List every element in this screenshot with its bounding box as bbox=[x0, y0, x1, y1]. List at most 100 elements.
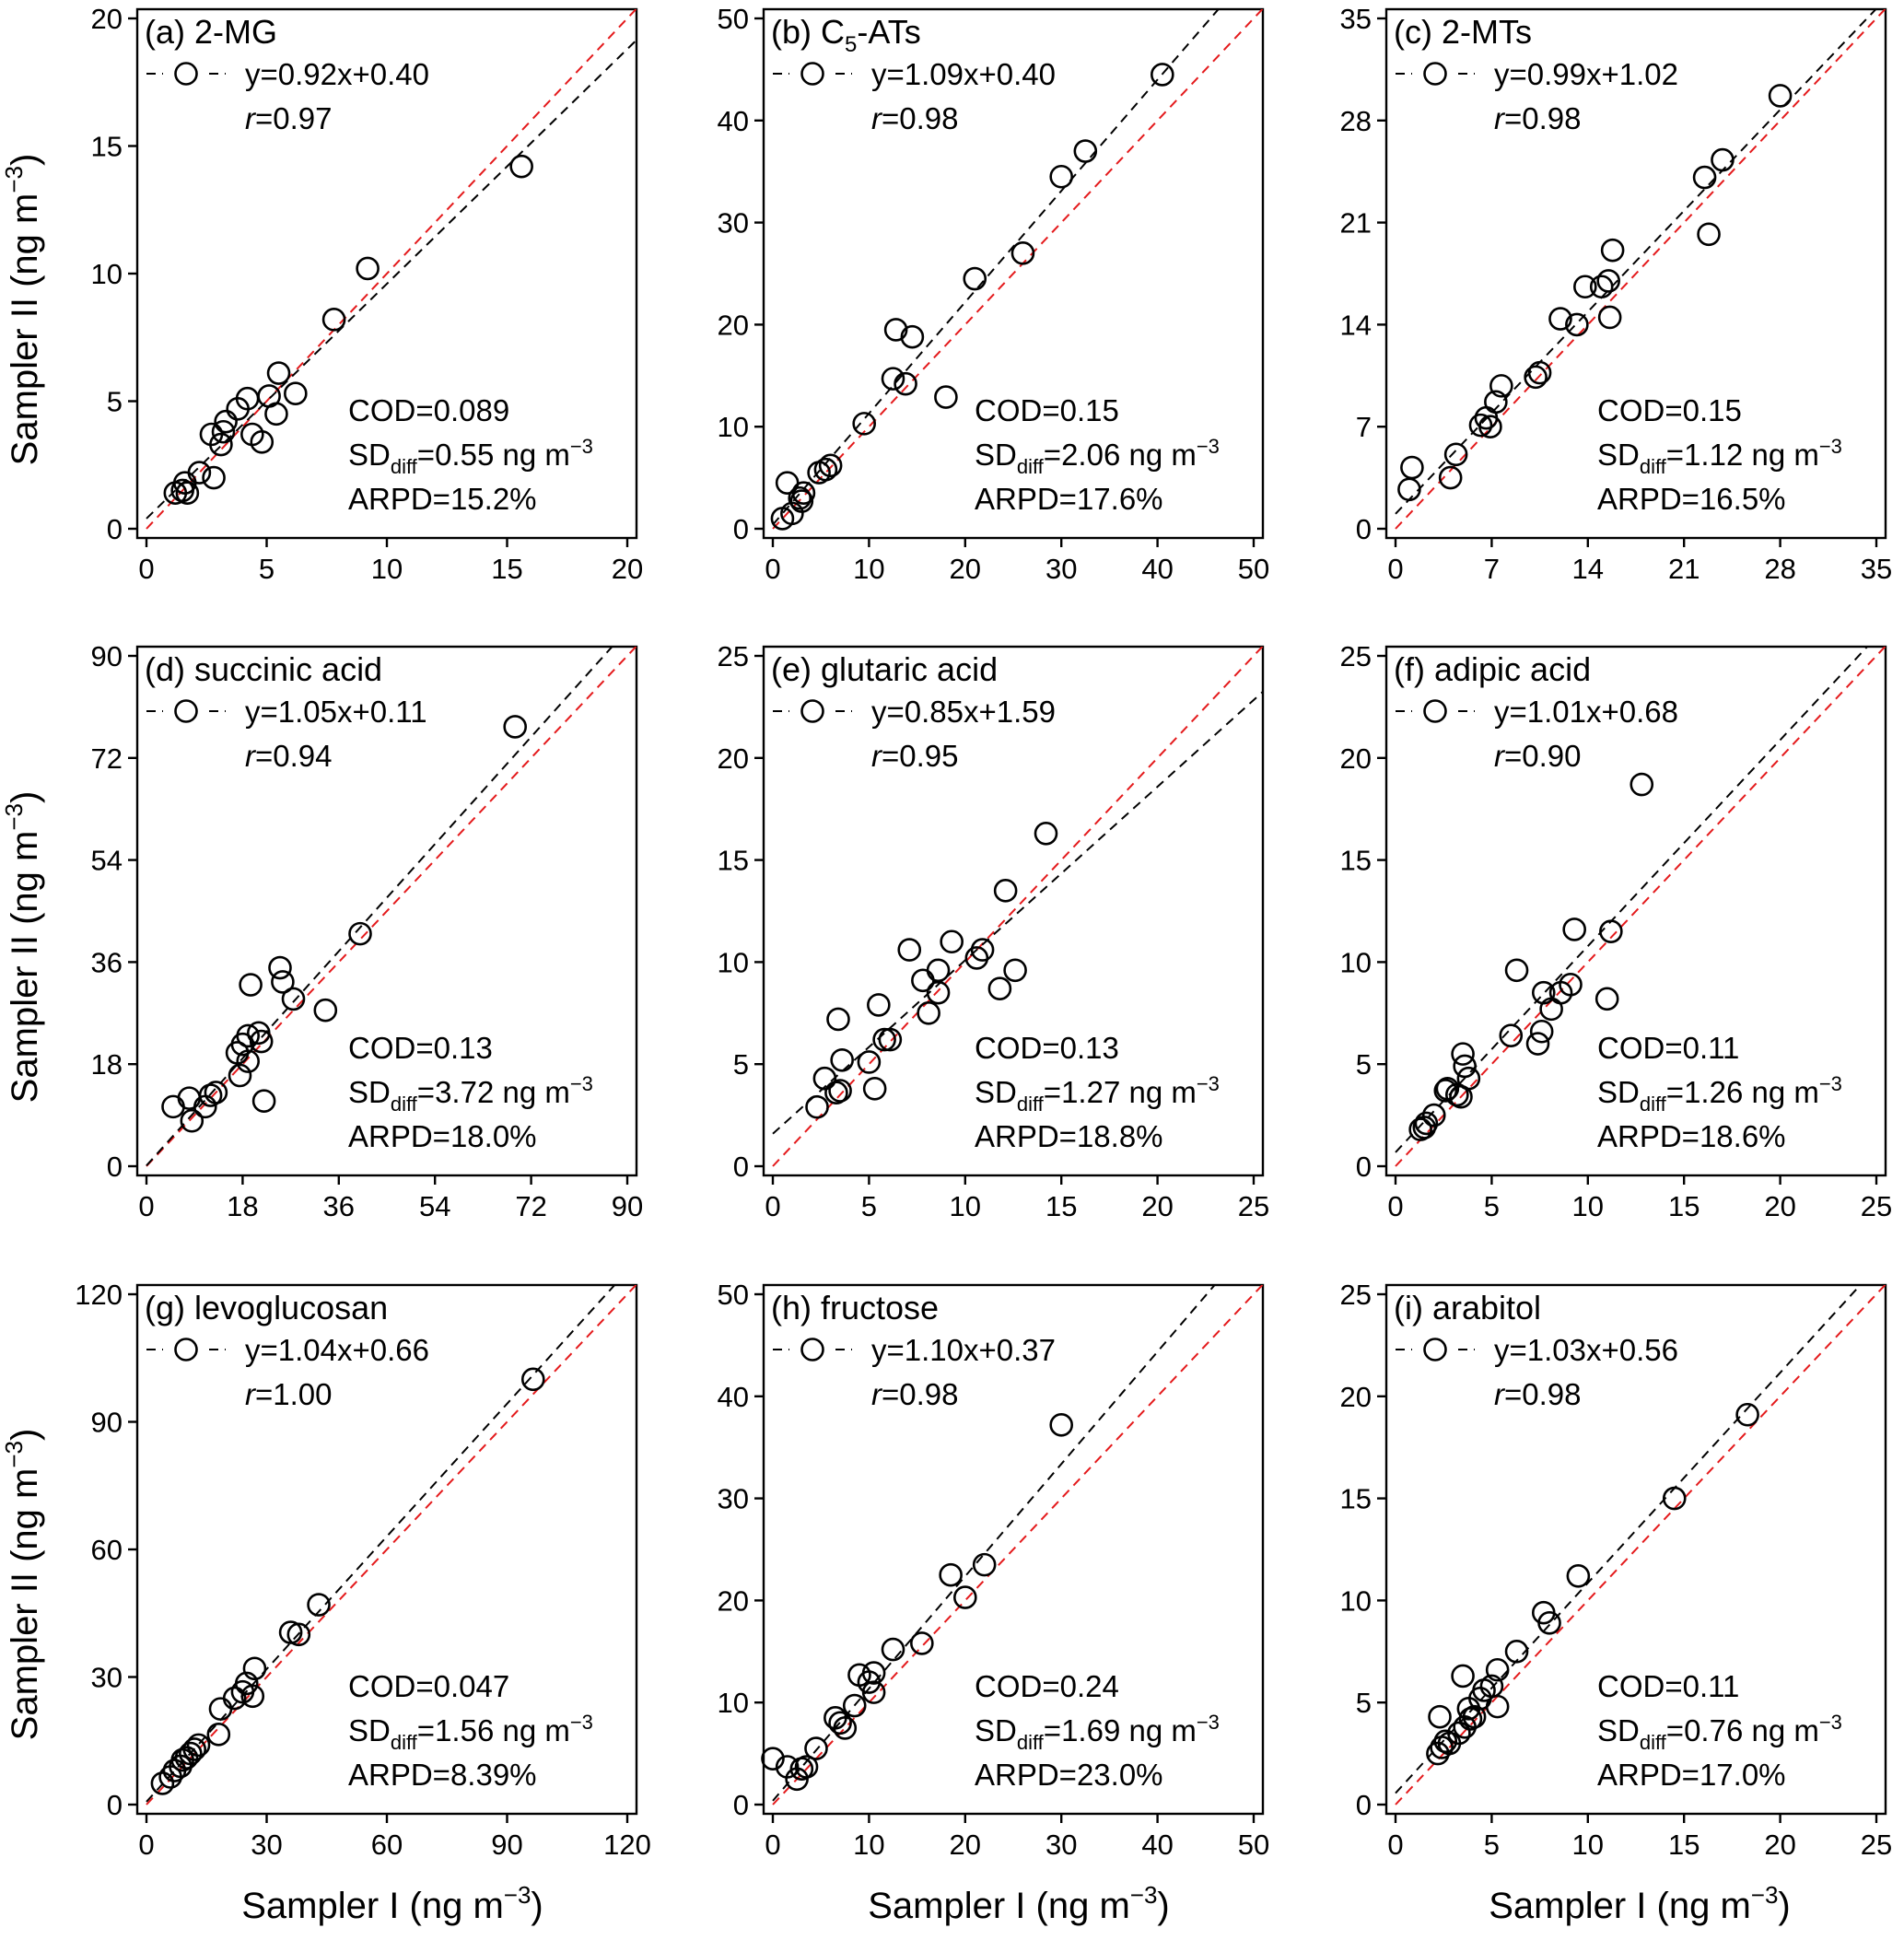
lines-group bbox=[1395, 1285, 1886, 1806]
x-axis-label-left: Sampler I (ng m−3) bbox=[241, 1881, 543, 1926]
sd-unit-superscript: −3 bbox=[570, 1711, 593, 1734]
y-tick-label: 0 bbox=[1356, 1789, 1372, 1821]
sd-unit-superscript: −3 bbox=[1819, 1072, 1842, 1095]
points-group bbox=[1426, 1402, 1759, 1766]
r-symbol: r bbox=[871, 1377, 883, 1411]
r-symbol: r bbox=[245, 101, 257, 135]
legend-marker bbox=[800, 62, 824, 86]
data-point bbox=[1438, 465, 1463, 490]
data-point bbox=[1573, 275, 1597, 299]
x-tick-label: 25 bbox=[1238, 1190, 1269, 1222]
y-tick-label: 25 bbox=[718, 640, 749, 672]
x-tick-label: 30 bbox=[1045, 553, 1077, 585]
data-point bbox=[828, 1079, 852, 1103]
legend-marker bbox=[800, 699, 824, 723]
sd-subscript: diff bbox=[1017, 455, 1045, 478]
data-point bbox=[826, 1007, 850, 1032]
y-tick-label: 90 bbox=[91, 640, 123, 672]
data-point bbox=[209, 432, 233, 457]
legend-marker bbox=[800, 1338, 824, 1362]
sd-unit-superscript: −3 bbox=[1197, 1711, 1220, 1734]
r-symbol: r bbox=[1494, 101, 1506, 135]
sd-value: =1.26 ng m bbox=[1666, 1075, 1819, 1109]
r-value: =0.98 bbox=[1504, 1377, 1582, 1411]
data-point bbox=[911, 968, 935, 993]
data-point bbox=[1034, 821, 1058, 846]
data-point bbox=[818, 453, 843, 478]
regression-equation: y=0.99x+1.02 bbox=[1494, 57, 1678, 91]
lines-group bbox=[1395, 647, 1886, 1167]
data-point bbox=[1527, 360, 1552, 385]
data-point bbox=[1566, 1564, 1591, 1588]
plot-frame bbox=[135, 645, 638, 1177]
data-point bbox=[1003, 958, 1027, 983]
x-tick-label: 28 bbox=[1764, 553, 1795, 585]
data-point bbox=[313, 998, 338, 1023]
data-point bbox=[972, 1552, 997, 1577]
correlation-label: r=0.98 bbox=[871, 101, 959, 135]
y-axis-label-middle: Sampler II (ng m−3) bbox=[0, 791, 45, 1104]
x-tick-label: 15 bbox=[1045, 1190, 1077, 1222]
data-point bbox=[1484, 390, 1508, 415]
data-point bbox=[833, 1716, 858, 1740]
one-to-one-line bbox=[1395, 1285, 1886, 1806]
sd-diff-stat: SDdiff=2.06 ng m−3 bbox=[975, 435, 1220, 478]
data-point bbox=[1662, 1486, 1687, 1511]
x-tick-label: 18 bbox=[227, 1190, 258, 1222]
y-tick-label: 20 bbox=[1340, 742, 1372, 775]
x-tick-label: 20 bbox=[950, 553, 981, 585]
data-point bbox=[1451, 1042, 1475, 1066]
data-point bbox=[926, 958, 951, 983]
data-point bbox=[1485, 1657, 1510, 1682]
regression-equation: y=1.09x+0.40 bbox=[871, 57, 1056, 91]
data-point bbox=[993, 879, 1018, 903]
x-tick-label: 15 bbox=[1668, 1190, 1700, 1222]
data-point bbox=[857, 1050, 882, 1074]
x-tick-label: 35 bbox=[1861, 553, 1892, 585]
one-to-one-line bbox=[146, 9, 637, 530]
panel-g: 0 30 60 90 120 0 30 60 90 120 (g) levoglucosan y=1.… bbox=[75, 1279, 651, 1861]
data-point bbox=[251, 1089, 276, 1114]
data-point bbox=[804, 1736, 828, 1760]
panel-title-text: (a) 2-MG bbox=[145, 13, 277, 51]
sd-diff-stat: SDdiff=0.76 ng m−3 bbox=[1597, 1711, 1842, 1754]
y-tick-label: 36 bbox=[91, 946, 123, 978]
data-point bbox=[1768, 84, 1793, 108]
data-point bbox=[1629, 772, 1654, 797]
data-point bbox=[1458, 1707, 1483, 1731]
y-tick-label: 15 bbox=[1340, 1483, 1372, 1515]
data-point bbox=[910, 1631, 934, 1655]
data-point bbox=[307, 1593, 331, 1617]
y-tick-label: 15 bbox=[91, 131, 123, 163]
x-tick-label: 0 bbox=[765, 1829, 780, 1861]
x-tick-label: 7 bbox=[1484, 553, 1500, 585]
data-point bbox=[934, 385, 958, 409]
one-to-one-line bbox=[146, 1285, 637, 1806]
regression-line bbox=[772, 690, 1263, 1135]
panel-title-text: (e) glutaric acid bbox=[771, 650, 998, 688]
lines-group bbox=[772, 647, 1263, 1167]
y-tick-label: 20 bbox=[91, 3, 123, 35]
legend-marker bbox=[1423, 699, 1447, 723]
data-point bbox=[881, 1637, 905, 1662]
y-tick-label: 20 bbox=[718, 309, 749, 341]
data-point bbox=[987, 976, 1012, 1001]
regression-line bbox=[146, 39, 637, 520]
r-symbol: r bbox=[871, 739, 883, 773]
y-tick-label: 0 bbox=[733, 1789, 749, 1821]
y-tick-label: 50 bbox=[718, 1279, 749, 1311]
regression-equation: y=1.03x+0.56 bbox=[1494, 1333, 1678, 1367]
lines-group bbox=[772, 9, 1263, 530]
data-point bbox=[182, 1737, 206, 1761]
y-tick-label: 20 bbox=[718, 742, 749, 775]
cod-stat: COD=0.24 bbox=[975, 1669, 1119, 1703]
x-tick-label: 40 bbox=[1141, 1829, 1173, 1861]
plot-frame bbox=[1384, 645, 1887, 1177]
r-symbol: r bbox=[245, 1377, 257, 1411]
data-point bbox=[939, 1562, 963, 1587]
legend-marker bbox=[174, 699, 198, 723]
sd-prefix: SD bbox=[1597, 1713, 1640, 1747]
points-group bbox=[150, 1367, 545, 1795]
sd-subscript: diff bbox=[391, 1731, 418, 1754]
